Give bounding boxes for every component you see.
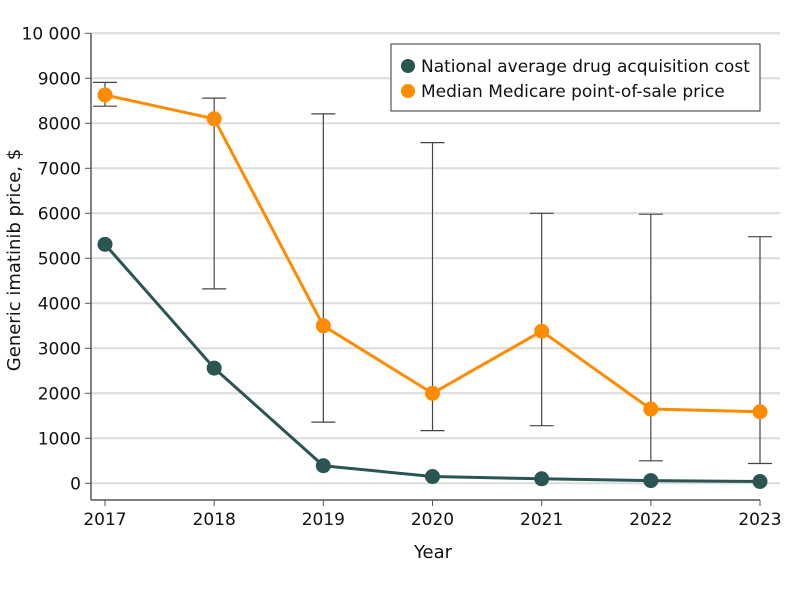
y-tick-label: 10 000 <box>22 24 81 44</box>
legend-label-medicare: Median Medicare point-of-sale price <box>421 82 725 102</box>
x-tick-label: 2021 <box>520 510 563 530</box>
y-tick-label: 0 <box>70 474 81 494</box>
data-point <box>315 318 331 334</box>
legend-label-acquisition: National average drug acquisition cost <box>421 57 750 77</box>
y-tick-label: 8000 <box>38 114 81 134</box>
data-point <box>206 111 222 127</box>
legend-marker-acquisition <box>401 59 415 73</box>
y-tick-label: 4000 <box>38 294 81 314</box>
tick-labels: 0 1000 2000 3000 4000 5000 6000 7000 8000 9000 10 … <box>22 24 782 530</box>
x-tick-label: 2022 <box>629 510 672 530</box>
x-tick-label: 2020 <box>411 510 454 530</box>
y-tick-label: 5000 <box>38 249 81 269</box>
data-point <box>752 474 768 489</box>
data-point <box>643 473 659 489</box>
y-axis-label: Generic imatinib price, $ <box>4 149 25 371</box>
data-point <box>315 458 331 474</box>
legend-box <box>390 43 761 112</box>
y-tick-label: 7000 <box>38 159 81 179</box>
data-point <box>643 401 659 417</box>
x-tick-label: 2023 <box>738 510 781 530</box>
error-bars <box>93 81 772 465</box>
data-point <box>534 323 550 339</box>
data-point <box>752 404 768 420</box>
y-tick-label: 2000 <box>38 384 81 404</box>
data-point <box>97 87 113 103</box>
x-axis-label: Year <box>413 542 453 563</box>
x-tick-label: 2019 <box>302 510 345 530</box>
data-point <box>97 236 113 252</box>
y-tick-label: 6000 <box>38 204 81 224</box>
legend-marker-medicare <box>401 84 415 98</box>
axes <box>85 32 761 506</box>
data-point <box>425 469 440 485</box>
legend: National average drug acquisition cost M… <box>390 43 761 112</box>
data-point <box>206 360 222 376</box>
y-tick-label: 3000 <box>38 339 81 359</box>
data-point <box>534 471 550 487</box>
y-tick-label: 9000 <box>38 69 81 89</box>
x-tick-label: 2017 <box>83 510 126 530</box>
y-tick-label: 1000 <box>38 429 81 449</box>
data-points <box>97 87 768 489</box>
x-tick-label: 2018 <box>193 510 236 530</box>
data-point <box>425 385 440 401</box>
